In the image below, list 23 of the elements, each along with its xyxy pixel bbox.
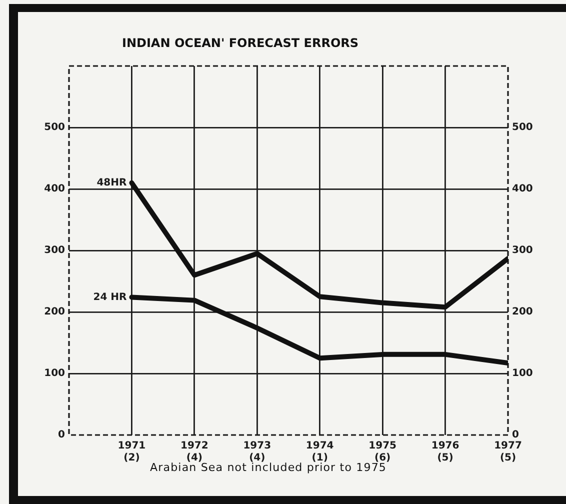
y2-tick-label: 300 <box>512 245 533 256</box>
x-tick-label: 1976 (5) <box>431 440 460 464</box>
y-tick-label: 200 <box>44 306 66 318</box>
y-tick-label: 500 <box>44 122 66 134</box>
chart-title: INDIAN OCEAN' FORECAST ERRORS <box>122 36 359 50</box>
series-label: 48HR <box>96 177 127 188</box>
y2-tick-label: 400 <box>512 184 533 195</box>
x-tick-label: 1971 (2) <box>118 440 146 464</box>
y2-tick-label: 100 <box>512 368 533 380</box>
y-tick-label: 400 <box>44 184 66 195</box>
x-tick-label: 1977 (5) <box>494 440 522 464</box>
y2-tick-label: 200 <box>512 306 533 318</box>
y2-tick-label: 0 <box>512 430 519 441</box>
y-tick-label: 100 <box>44 368 66 380</box>
x-tick-label: 1975 (6) <box>368 440 397 464</box>
x-tick-label: 1973 (4) <box>243 440 272 464</box>
x-tick-label: 1974 (1) <box>306 440 334 464</box>
y2-tick-label: 500 <box>512 122 533 134</box>
y-tick-label: 300 <box>44 245 66 256</box>
y-tick-label: 0 <box>58 430 66 441</box>
series-label: 24 HR <box>93 292 128 303</box>
text: Arabian Sea not included prior to 1975 <box>150 461 387 474</box>
x-tick-label: 1972 (4) <box>180 440 208 464</box>
